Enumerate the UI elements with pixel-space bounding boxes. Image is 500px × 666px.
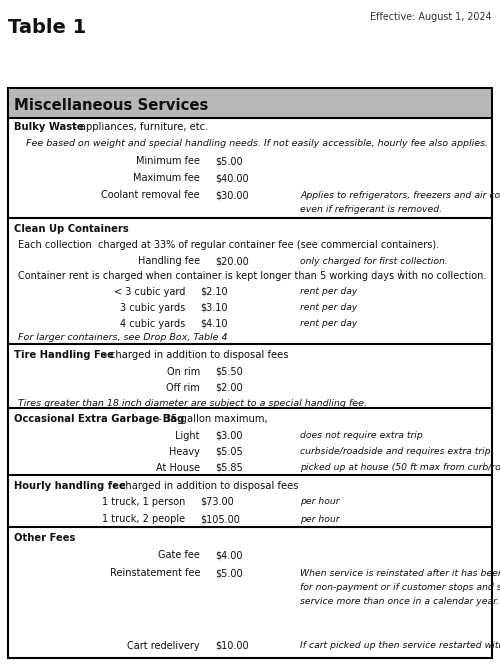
Text: Each collection  charged at 33% of regular container fee (see commercial contain: Each collection charged at 33% of regula… [18, 240, 439, 250]
Text: - charged in addition to disposal fees: - charged in addition to disposal fees [110, 481, 298, 491]
Text: rent per day: rent per day [300, 288, 358, 296]
Text: does not require extra trip: does not require extra trip [300, 432, 423, 440]
Text: Coolant removal fee: Coolant removal fee [102, 190, 200, 200]
Text: $105.00: $105.00 [200, 514, 240, 524]
Text: Hourly handling fee: Hourly handling fee [14, 481, 126, 491]
Text: for non-payment or if customer stops and starts: for non-payment or if customer stops and… [300, 583, 500, 591]
Text: When service is reinstated after it has been stopped: When service is reinstated after it has … [300, 569, 500, 577]
Text: Off rim: Off rim [166, 383, 200, 393]
Text: per hour: per hour [300, 498, 340, 507]
Text: rent per day: rent per day [300, 320, 358, 328]
Text: Other Fees: Other Fees [14, 533, 76, 543]
Text: Heavy: Heavy [169, 447, 200, 457]
Text: only charged for first collection.: only charged for first collection. [300, 256, 448, 266]
Text: Maximum fee: Maximum fee [133, 173, 200, 183]
Text: Container rent is charged when container is kept longer than 5 working days with: Container rent is charged when container… [18, 271, 486, 281]
Text: $4.10: $4.10 [200, 319, 228, 329]
Text: $5.00: $5.00 [215, 568, 242, 578]
Text: 1 truck, 2 people: 1 truck, 2 people [102, 514, 185, 524]
Text: curbside/roadside and requires extra trip: curbside/roadside and requires extra tri… [300, 448, 490, 456]
Text: Gate fee: Gate fee [158, 550, 200, 560]
Text: - appliances, furniture, etc.: - appliances, furniture, etc. [70, 122, 208, 132]
Text: $4.00: $4.00 [215, 550, 242, 560]
Text: Applies to refrigerators, freezers and air conditioners: Applies to refrigerators, freezers and a… [300, 190, 500, 200]
Text: On rim: On rim [167, 367, 200, 377]
Text: 3 cubic yards: 3 cubic yards [120, 303, 185, 313]
Text: For larger containers, see Drop Box, Table 4: For larger containers, see Drop Box, Tab… [18, 334, 228, 342]
Text: Minimum fee: Minimum fee [136, 156, 200, 166]
Text: $5.85: $5.85 [215, 463, 243, 473]
Text: $40.00: $40.00 [215, 173, 248, 183]
Text: even if refrigerant is removed.: even if refrigerant is removed. [300, 204, 442, 214]
Text: 4 cubic yards: 4 cubic yards [120, 319, 185, 329]
Text: per hour: per hour [300, 515, 340, 523]
Text: rent per day: rent per day [300, 304, 358, 312]
Text: If cart picked up then service restarted within 12 months.: If cart picked up then service restarted… [300, 641, 500, 651]
Text: - charged in addition to disposal fees: - charged in addition to disposal fees [100, 350, 288, 360]
Text: 1 truck, 1 person: 1 truck, 1 person [102, 497, 185, 507]
Text: Effective: August 1, 2024: Effective: August 1, 2024 [370, 12, 492, 22]
Text: picked up at house (50 ft max from curb/road): picked up at house (50 ft max from curb/… [300, 464, 500, 472]
Text: Clean Up Containers: Clean Up Containers [14, 224, 129, 234]
Text: Cart redelivery: Cart redelivery [128, 641, 200, 651]
Text: $5.50: $5.50 [215, 367, 243, 377]
Text: Occasional Extra Garbage Bag: Occasional Extra Garbage Bag [14, 414, 184, 424]
Text: Light: Light [176, 431, 200, 441]
Text: 1: 1 [398, 270, 402, 276]
Text: Reinstatement fee: Reinstatement fee [110, 568, 200, 578]
Text: Bulky Waste: Bulky Waste [14, 122, 84, 132]
Text: $3.10: $3.10 [200, 303, 228, 313]
Text: Tires greater than 18 inch diameter are subject to a special handling fee.: Tires greater than 18 inch diameter are … [18, 398, 367, 408]
Text: Fee based on weight and special handling needs. If not easily accessible, hourly: Fee based on weight and special handling… [26, 139, 488, 147]
Text: $5.00: $5.00 [215, 156, 242, 166]
Text: Handling fee: Handling fee [138, 256, 200, 266]
Text: < 3 cubic yard: < 3 cubic yard [114, 287, 185, 297]
Text: $2.00: $2.00 [215, 383, 242, 393]
Text: At House: At House [156, 463, 200, 473]
Text: $2.10: $2.10 [200, 287, 228, 297]
Text: $73.00: $73.00 [200, 497, 234, 507]
Text: Tire Handling Fee: Tire Handling Fee [14, 350, 114, 360]
Text: $3.00: $3.00 [215, 431, 242, 441]
Text: service more than once in a calendar year.: service more than once in a calendar yea… [300, 597, 499, 605]
Text: $20.00: $20.00 [215, 256, 249, 266]
Text: $5.05: $5.05 [215, 447, 243, 457]
Text: $30.00: $30.00 [215, 190, 248, 200]
Text: Table 1: Table 1 [8, 18, 86, 37]
Text: $10.00: $10.00 [215, 641, 248, 651]
Text: - 35 gallon maximum,: - 35 gallon maximum, [156, 414, 268, 424]
Text: Miscellaneous Services: Miscellaneous Services [14, 97, 208, 113]
